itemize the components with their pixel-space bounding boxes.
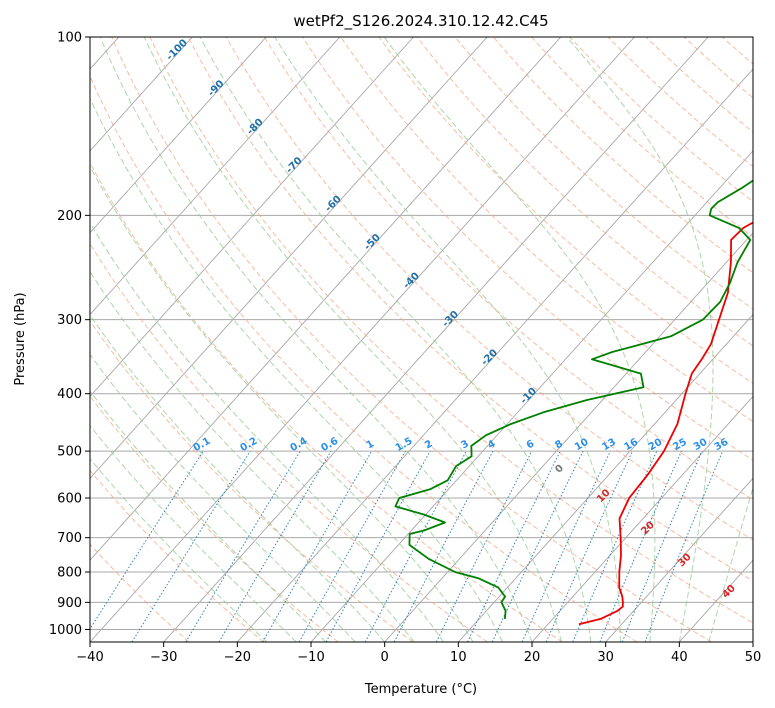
- mixing-ratio-line: [325, 450, 431, 642]
- moist-adiabat-line: [199, 37, 592, 642]
- moist-adiabat-line: [90, 314, 386, 642]
- mixing-ratio-line: [467, 450, 561, 642]
- isotherm-line: [236, 68, 753, 642]
- moist-adiabat-line: [274, 37, 621, 642]
- moist-adiabat-line: [90, 97, 503, 642]
- y-tick-label: 900: [57, 596, 82, 611]
- moist-adiabat-line: [90, 424, 297, 642]
- isotherm-line: [90, 37, 635, 642]
- mixing-ratio-label: 3: [459, 438, 471, 451]
- isotherm-line: [90, 37, 341, 316]
- y-tick-label: 400: [57, 387, 82, 402]
- mixing-ratio-line: [435, 450, 533, 642]
- x-tick-label: 50: [745, 650, 762, 665]
- moist-adiabat-line: [90, 270, 415, 642]
- x-tick-label: 30: [597, 650, 614, 665]
- y-tick-label: 700: [57, 531, 82, 546]
- y-tick-label: 100: [57, 31, 82, 46]
- dry-adiabat-line: [90, 75, 638, 642]
- temperature-profile-line: [578, 221, 753, 626]
- dry-adiabat-line: [225, 37, 753, 541]
- y-tick-label: 200: [57, 209, 82, 224]
- isotherm-line: [90, 37, 562, 561]
- dry-adiabat-line: [90, 395, 339, 642]
- dewpoint-profile-line: [394, 179, 753, 619]
- dry-adiabat-line: [416, 37, 753, 347]
- x-tick-label: 40: [671, 650, 688, 665]
- moist-adiabat-line: [90, 221, 445, 642]
- y-tick-label: 800: [57, 566, 82, 581]
- y-tick-label: 300: [57, 313, 82, 328]
- mixing-ratio-line: [131, 450, 251, 642]
- mixing-ratio-label: 6: [525, 438, 537, 451]
- axes: −40 −30 −20 −10 0 10 20 30 40 50 100 200 300 400 500 60…: [49, 31, 761, 666]
- mixing-ratio-line: [90, 450, 204, 630]
- dry-adiabat-line: [493, 37, 753, 274]
- dry-adiabat-line: [111, 37, 712, 642]
- dry-adiabat-line: [90, 469, 264, 642]
- x-tick-label: 10: [450, 650, 467, 665]
- mixing-ratio-line: [393, 450, 494, 642]
- mixing-ratio-line: [262, 450, 373, 642]
- x-tick-label: −40: [76, 650, 103, 665]
- mixing-ratio-line: [599, 450, 682, 642]
- dry-adiabat-line: [302, 37, 753, 461]
- dry-adiabat-line: [569, 37, 753, 203]
- y-axis-label: Pressure (hPa): [13, 292, 28, 385]
- y-tick-label: 500: [57, 445, 82, 460]
- mixing-ratio-line: [298, 450, 406, 642]
- dry-adiabat-line: [264, 37, 753, 501]
- isotherm-line: [90, 37, 488, 479]
- isotherm-line: [163, 37, 709, 642]
- moist-adiabat-line: [383, 37, 656, 642]
- x-tick-label: 20: [524, 650, 541, 665]
- x-tick-label: 0: [381, 650, 389, 665]
- isotherm-line: [90, 37, 414, 398]
- mixing-ratio-line: [644, 450, 724, 642]
- mixing-ratio-line: [621, 450, 703, 642]
- x-tick-label: −20: [224, 650, 251, 665]
- mixing-ratio-label: 1: [365, 438, 377, 451]
- isotherm-line: [90, 37, 267, 234]
- mixing-ratio-line: [521, 450, 611, 642]
- x-tick-label: −10: [297, 650, 324, 665]
- dry-adiabat-line: [90, 161, 563, 642]
- moist-adiabat-line: [90, 457, 268, 642]
- isotherm-line: [457, 313, 753, 642]
- x-axis-label: Temperature (°C): [364, 682, 477, 697]
- mixing-ratio-label: 2: [423, 438, 435, 451]
- y-tick-label: 1000: [49, 623, 82, 638]
- mixing-ratio-line: [491, 450, 584, 642]
- moist-adiabat-line: [90, 165, 474, 642]
- plot-area: -100-90-80-70-60-50-40-30-20-100.1 0.2 0.4…: [90, 37, 753, 642]
- dry-adiabat-line: [90, 242, 488, 642]
- moist-adiabat-line: [143, 37, 562, 642]
- mixing-ratio-line: [364, 450, 467, 642]
- y-tick-label: 600: [57, 492, 82, 507]
- x-tick-label: −30: [150, 650, 177, 665]
- isotherm-line: [90, 37, 193, 152]
- mixing-ratio-label: 4: [486, 438, 498, 451]
- dry-adiabat-line: [187, 37, 753, 582]
- dry-adiabat-line: [378, 37, 753, 384]
- chart-title: wetPf2_S126.2024.310.12.42.C45: [293, 12, 548, 31]
- mixing-ratio-label: 8: [553, 438, 565, 451]
- isotherm-line: [531, 395, 753, 642]
- plot-frame: [89, 36, 754, 643]
- moist-adiabat-line: [90, 390, 327, 642]
